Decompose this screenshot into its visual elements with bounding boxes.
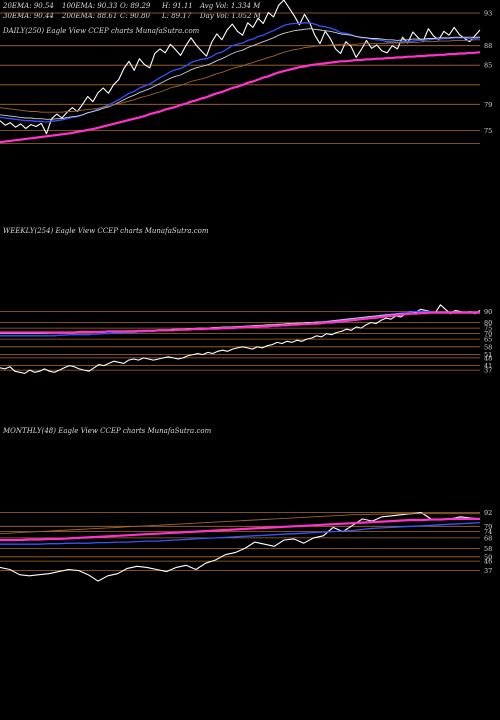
daily-y-tick-0: 93 [484, 10, 492, 18]
ema20-label: 20EMA: 90.54 [2, 2, 54, 10]
close-label: C: 90.80 [120, 12, 151, 20]
ema30-label: 30EMA: 90.44 [3, 12, 54, 20]
daily-series-line-1 [0, 22, 481, 123]
day-vol-label: Day Vol: 1.052 M [199, 12, 262, 20]
daily-y-tick-1: 88 [484, 42, 492, 50]
monthly-y-tick-3: 68 [484, 534, 492, 542]
weekly-y-tick-9: 37 [484, 367, 492, 375]
monthly-y-tick-6: 46 [484, 558, 492, 566]
weekly-gridlines [0, 311, 480, 371]
daily-tick-labels: 93 88 85 79 75 [484, 10, 492, 135]
ema100-label: 100EMA: 90.33 [62, 2, 118, 10]
weekly-y-tick-6: 51 [484, 351, 492, 359]
monthly-series-line-1 [0, 521, 481, 545]
high-label: H: 91.11 [161, 2, 193, 10]
weekly-y-tick-8: 41 [484, 362, 492, 370]
daily-panel-title: DAILY(250) Eagle View CCEP charts Munafa… [2, 27, 200, 35]
open-label: O: 89.29 [120, 2, 151, 10]
daily-series [0, 0, 481, 144]
daily-y-tick-3: 79 [484, 101, 492, 109]
monthly-series [0, 512, 481, 582]
weekly-series-line-3 [0, 311, 480, 334]
monthly-panel-title: MONTHLY(48) Eagle View CCEP charts Munaf… [2, 427, 212, 435]
monthly-y-tick-0: 92 [484, 509, 492, 517]
ema200-label: 200EMA: 88.61 [61, 12, 117, 20]
monthly-gridlines [0, 512, 480, 571]
weekly-y-tick-4: 65 [484, 336, 492, 344]
daily-series-line-4 [0, 51, 481, 144]
weekly-y-tick-7: 48 [484, 354, 492, 362]
monthly-y-tick-7: 37 [484, 567, 492, 575]
monthly-series-line-0 [0, 512, 481, 582]
low-label: L: 89.17 [161, 12, 192, 20]
monthly-panel: MONTHLY(48) Eagle View CCEP charts Munaf… [0, 427, 492, 582]
weekly-y-tick-5: 58 [484, 343, 492, 351]
avg-vol-label: Avg Vol: 1.334 M [199, 2, 261, 10]
monthly-y-tick-2: 74 [484, 528, 492, 536]
monthly-y-tick-4: 58 [484, 545, 492, 553]
weekly-y-tick-0: 90 [484, 308, 492, 316]
weekly-y-tick-3: 70 [484, 330, 492, 338]
monthly-series-line-3 [0, 513, 480, 535]
weekly-series-line-0 [0, 304, 481, 374]
weekly-series [0, 304, 481, 374]
daily-y-tick-4: 75 [484, 127, 492, 135]
daily-series-line-3 [0, 39, 480, 113]
daily-panel: DAILY(250) Eagle View CCEP charts Munafa… [0, 0, 492, 144]
weekly-y-tick-1: 80 [484, 319, 492, 327]
weekly-y-tick-2: 75 [484, 325, 492, 333]
monthly-y-tick-5: 50 [484, 553, 492, 561]
daily-series-line-2 [0, 28, 480, 120]
daily-y-tick-2: 85 [484, 62, 492, 70]
monthly-series-line-2 [0, 517, 480, 542]
indicator-header: 20EMA: 90.54 100EMA: 90.33 O: 89.29 H: 9… [2, 2, 262, 20]
monthly-y-tick-1: 79 [484, 523, 492, 531]
weekly-panel: WEEKLY(254) Eagle View CCEP charts Munaf… [0, 227, 492, 375]
weekly-panel-title: WEEKLY(254) Eagle View CCEP charts Munaf… [3, 227, 209, 235]
weekly-series-line-2 [0, 312, 480, 335]
